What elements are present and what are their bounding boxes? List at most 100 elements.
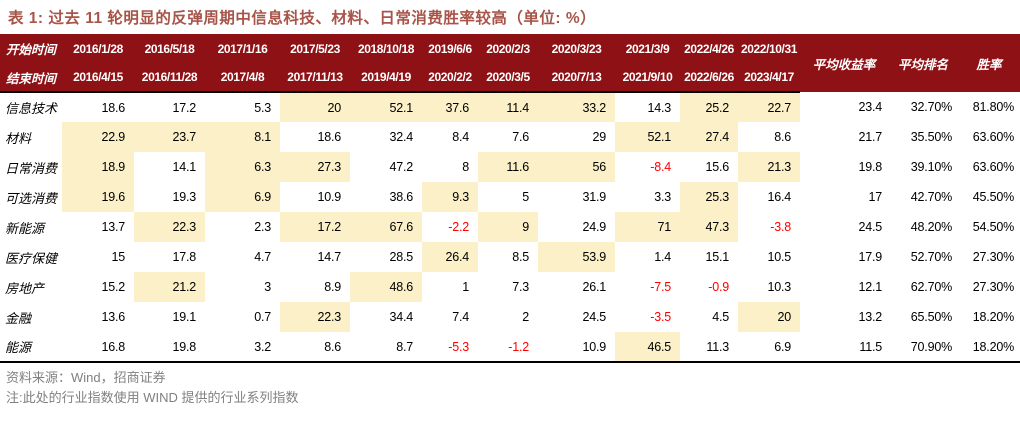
period-start-date: 2020/2/3	[486, 41, 530, 56]
rebound-winrate-table: 开始时间 2016/1/28 2016/5/18 2017/1/16 2017/5/2…	[0, 34, 1020, 363]
sector-label: 能源	[0, 332, 62, 363]
win-rate-cell: 54.50%	[972, 220, 1014, 234]
avg-return-cell: 13.2	[858, 310, 882, 324]
sector-label: 材料	[5, 130, 32, 146]
avg-rank-cell: 70.90%	[888, 332, 958, 363]
table-row: 金融 13.6 19.1 0.7 22.3 34.4 7.4 2 24.5 -3.5 4.5 20 13…	[0, 302, 1020, 332]
sector-label: 可选消费	[5, 190, 58, 206]
win-rate-cell: 27.30%	[972, 250, 1014, 264]
source-note: 资料来源：Wind，招商证券	[6, 370, 166, 385]
value-cell: 9	[478, 212, 538, 242]
value-cell: 7.4	[452, 310, 469, 324]
avg-rank-cell: 65.50%	[910, 310, 952, 324]
avg-rank-cell: 39.10%	[910, 160, 952, 174]
sector-label: 新能源	[5, 220, 45, 236]
index-note: 注:此处的行业指数使用 WIND 提供的行业系列指数	[6, 390, 299, 405]
period-start-date: 2020/3/23	[551, 41, 602, 56]
value-cell: 38.6	[389, 190, 413, 204]
value-cell: 3.3	[654, 190, 671, 204]
value-cell: -3.5	[650, 310, 671, 324]
value-cell: 2.3	[254, 220, 271, 234]
period-end-date: 2023/4/17	[738, 63, 800, 93]
value-cell: 31.9	[582, 190, 606, 204]
win-rate-cell: 81.80%	[972, 100, 1014, 114]
value-cell: 22.3	[280, 302, 350, 332]
value-cell: 6.9	[205, 182, 280, 212]
end-time-label: 结束时间	[0, 63, 62, 93]
value-cell: 24.5	[582, 310, 606, 324]
value-cell: 48.6	[350, 272, 422, 302]
value-cell: 14.3	[647, 100, 671, 115]
value-cell: 8.7	[350, 332, 422, 363]
value-cell: 19.1	[172, 310, 196, 324]
value-cell: 14.7	[317, 250, 341, 264]
value-cell: 11.6	[478, 152, 538, 182]
value-cell: 1.4	[654, 250, 671, 264]
sector-label: 信息技术	[5, 101, 58, 116]
value-cell: 26.1	[582, 280, 606, 294]
avg-return-cell: 19.8	[858, 160, 882, 174]
value-cell: 19.3	[172, 190, 196, 204]
value-cell: 8	[462, 160, 469, 174]
value-cell: 28.5	[389, 250, 413, 264]
value-cell: 52.1	[615, 122, 680, 152]
value-cell: 2	[522, 310, 529, 324]
value-cell: 15.6	[705, 160, 729, 174]
period-start-date: 2017/5/23	[290, 41, 340, 56]
avg-return-cell: 17.9	[858, 250, 882, 264]
value-cell: -1.2	[478, 332, 538, 363]
avg-rank-header: 平均排名	[897, 57, 948, 72]
value-cell: 19.6	[62, 182, 134, 212]
table-row: 信息技术 18.6 17.2 5.3 20 52.1 37.6 11.4 33.2 14.3 25.…	[0, 92, 1020, 122]
value-cell: 6.3	[205, 152, 280, 182]
value-cell: 25.2	[680, 92, 738, 122]
value-cell: -5.3	[422, 332, 478, 363]
value-cell: 37.6	[422, 92, 478, 122]
table-footer: 资料来源：Wind，招商证券 注:此处的行业指数使用 WIND 提供的行业系列指…	[0, 363, 1020, 408]
table-row: 日常消费 18.9 14.1 6.3 27.3 47.2 8 11.6 56 -8.4 15.6 21…	[0, 152, 1020, 182]
value-cell: 11.3	[680, 332, 738, 363]
value-cell: 52.1	[350, 92, 422, 122]
table-body: 信息技术 18.6 17.2 5.3 20 52.1 37.6 11.4 33.2 14.3 25.…	[0, 92, 1020, 363]
value-cell: 34.4	[389, 310, 413, 324]
table-row: 能源 16.8 19.8 3.2 8.6 8.7 -5.3 -1.2 10.9 46.5 11.3 6…	[0, 332, 1020, 363]
avg-return-cell: 23.4	[858, 100, 882, 114]
value-cell: 56	[538, 152, 615, 182]
period-end-date: 2016/11/28	[134, 63, 205, 93]
value-cell: 8.1	[205, 122, 280, 152]
period-end-date: 2017/4/8	[205, 63, 280, 93]
value-cell: 5.3	[254, 100, 271, 115]
avg-rank-cell: 42.70%	[910, 190, 952, 204]
period-end-date: 2022/6/26	[680, 63, 738, 93]
value-cell: 16.4	[767, 190, 791, 204]
avg-return-cell: 17	[868, 190, 882, 204]
value-cell: 17.2	[280, 212, 350, 242]
header-row-end: 结束时间 2016/4/15 2016/11/28 2017/4/8 2017/11/…	[0, 63, 1020, 93]
table-row: 医疗保健 15 17.8 4.7 14.7 28.5 26.4 8.5 53.9 1.4 15.1 1…	[0, 242, 1020, 272]
value-cell: 25.3	[680, 182, 738, 212]
value-cell: 3	[264, 280, 271, 294]
value-cell: 20	[280, 92, 350, 122]
header-row-start: 开始时间 2016/1/28 2016/5/18 2017/1/16 2017/5/2…	[0, 34, 1020, 72]
avg-return-cell: 12.1	[858, 280, 882, 294]
value-cell: 47.3	[680, 212, 738, 242]
value-cell: 8.6	[774, 130, 791, 144]
value-cell: 22.9	[62, 122, 134, 152]
avg-rank-cell: 48.20%	[910, 220, 952, 234]
value-cell: 11.4	[478, 92, 538, 122]
value-cell: 13.7	[101, 220, 125, 234]
period-end-date: 2020/3/5	[478, 63, 538, 93]
value-cell: 16.8	[62, 332, 134, 363]
avg-return-cell: 21.7	[858, 130, 882, 144]
avg-return-cell: 24.5	[858, 220, 882, 234]
period-start-date: 2022/10/31	[740, 41, 798, 56]
value-cell: 7.6	[512, 130, 529, 144]
value-cell: 10.3	[767, 280, 791, 294]
value-cell: 71	[615, 212, 680, 242]
period-start-date: 2017/1/16	[217, 41, 268, 56]
value-cell: 46.5	[615, 332, 680, 363]
value-cell: 18.6	[317, 130, 341, 144]
value-cell: 26.4	[422, 242, 478, 272]
value-cell: 21.3	[738, 152, 800, 182]
win-rate-cell: 63.60%	[972, 130, 1014, 144]
